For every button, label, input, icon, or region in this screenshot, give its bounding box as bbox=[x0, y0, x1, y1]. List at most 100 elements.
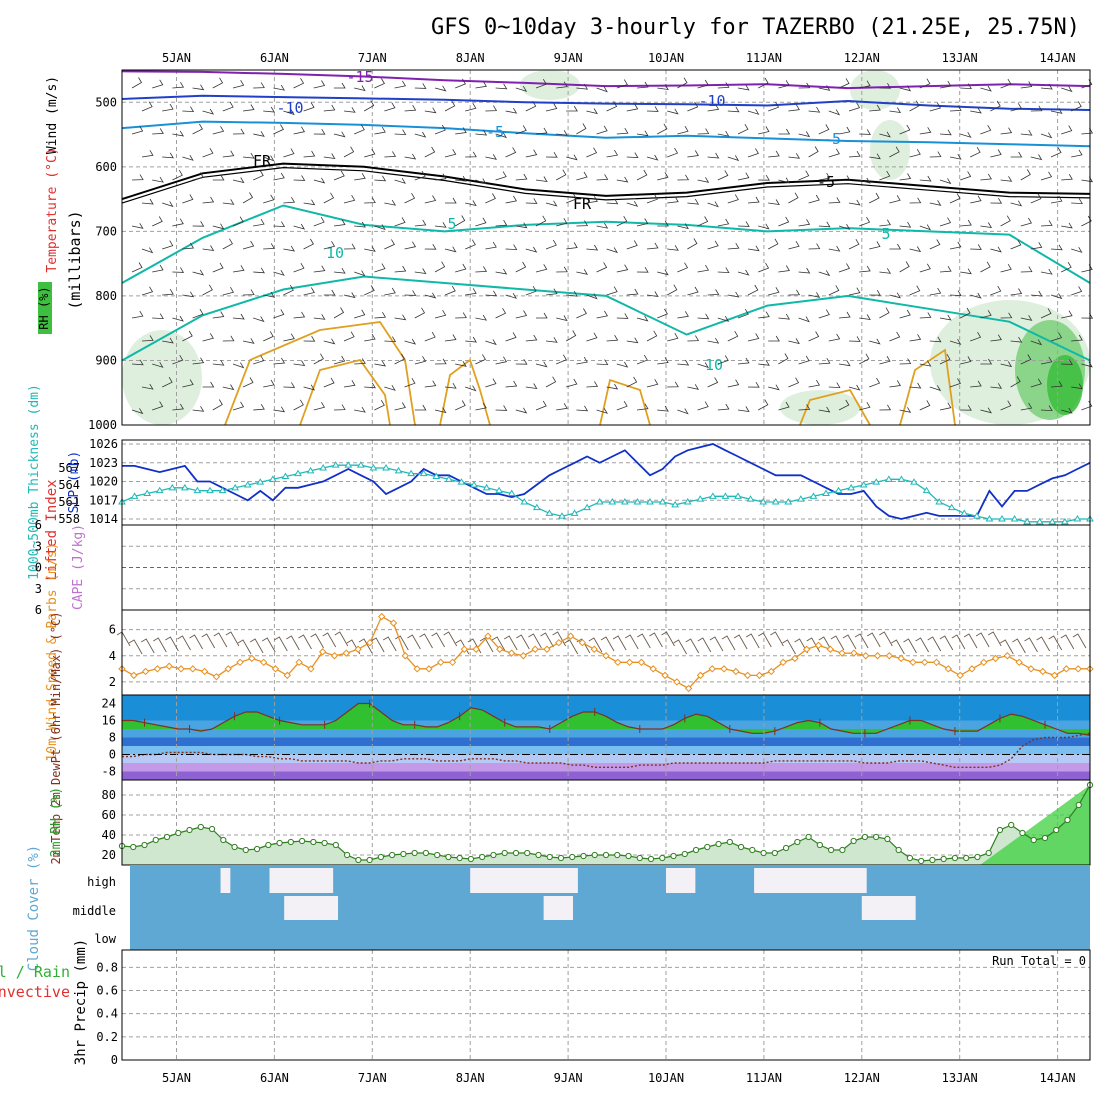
wind-barb bbox=[859, 402, 871, 411]
wind-barb bbox=[717, 403, 730, 411]
rh-point bbox=[456, 854, 463, 862]
bottom-day-label: 12JAN bbox=[844, 1071, 880, 1085]
wind-barb bbox=[1050, 244, 1063, 251]
wind-barb bbox=[1010, 103, 1022, 112]
wind-barb bbox=[515, 222, 528, 229]
wind-barb bbox=[545, 200, 558, 207]
wind-barb bbox=[990, 285, 1002, 296]
wind-barb bbox=[192, 220, 205, 227]
wind-barb bbox=[869, 338, 881, 345]
wind-barb bbox=[475, 314, 488, 321]
wind-barb bbox=[192, 269, 205, 276]
wind10m-barb bbox=[358, 638, 373, 654]
wind-barb bbox=[394, 177, 406, 184]
wind10m-point bbox=[909, 658, 917, 667]
wind10m-barb bbox=[237, 639, 252, 655]
wind-barb bbox=[697, 177, 710, 183]
wind-barb bbox=[697, 313, 710, 320]
wind-barb bbox=[717, 82, 730, 89]
thickness-point bbox=[583, 503, 592, 511]
wind-barb bbox=[434, 222, 447, 228]
wind-barb bbox=[162, 103, 174, 112]
wind-barb bbox=[1000, 400, 1012, 411]
wind10m-point bbox=[130, 671, 138, 680]
rh-point bbox=[805, 833, 812, 841]
wind-barb bbox=[1061, 222, 1073, 229]
wind-barb bbox=[232, 265, 245, 273]
wind-barb bbox=[162, 376, 173, 388]
wind-barb bbox=[212, 126, 225, 135]
contour-label: -10 bbox=[698, 92, 725, 110]
wind-barb bbox=[980, 173, 992, 181]
wind10m-barb bbox=[213, 632, 228, 648]
thickness-point bbox=[1010, 515, 1019, 522]
wind-barb bbox=[131, 223, 144, 229]
wind-barb bbox=[859, 80, 871, 89]
wind-barb bbox=[687, 335, 700, 342]
wind-barb bbox=[667, 284, 678, 296]
wind-barb bbox=[576, 405, 589, 412]
wind-barb bbox=[162, 288, 174, 296]
wind-barb bbox=[1050, 195, 1063, 204]
wind10m-barb bbox=[612, 635, 627, 651]
wind-barb bbox=[455, 78, 466, 89]
wind-barb bbox=[758, 360, 770, 366]
wind-barb bbox=[970, 244, 982, 250]
wind-barb bbox=[404, 104, 417, 112]
wind-barb bbox=[313, 401, 326, 411]
wind10m-point bbox=[330, 652, 339, 660]
wind10m-point bbox=[921, 658, 929, 667]
bottom-day-label: 8JAN bbox=[456, 1071, 485, 1085]
wind-barb bbox=[566, 290, 578, 297]
wind-barb bbox=[455, 361, 467, 367]
wind-barb bbox=[525, 246, 538, 253]
contour-label: 5 bbox=[447, 215, 456, 233]
wind-barb bbox=[293, 399, 304, 411]
rh-point bbox=[704, 843, 711, 851]
wind10m-point bbox=[1062, 665, 1071, 673]
wind-barb bbox=[202, 147, 214, 158]
stability-tick-label: 3 bbox=[35, 539, 42, 553]
wind-barb bbox=[242, 192, 254, 204]
wind-barb bbox=[434, 124, 446, 135]
wind-barb bbox=[1071, 101, 1082, 112]
ylabel-cloud: Cloud Cover (%) bbox=[26, 845, 42, 971]
wind-barb bbox=[313, 80, 326, 89]
wind-barb bbox=[889, 195, 901, 204]
wind-barb bbox=[354, 358, 366, 365]
thickness-tick-label: 558 bbox=[58, 512, 80, 526]
wind-barb bbox=[758, 399, 769, 411]
rh-point bbox=[1053, 826, 1060, 834]
wind10m-barb bbox=[552, 631, 566, 647]
wind10m-barb bbox=[915, 637, 929, 653]
wind-barb bbox=[455, 127, 467, 135]
wind-barb bbox=[182, 106, 195, 113]
wind-barb bbox=[394, 80, 407, 89]
rh-point bbox=[152, 836, 159, 844]
wind-barb bbox=[444, 246, 457, 253]
wind-barb bbox=[505, 147, 517, 158]
wind-barb bbox=[535, 176, 548, 183]
wind-barb bbox=[677, 77, 688, 89]
wind10m-point bbox=[578, 638, 587, 647]
wind-barb bbox=[253, 218, 265, 227]
thickness-point bbox=[708, 492, 717, 499]
wind-barb bbox=[737, 406, 750, 413]
wind10m-barb bbox=[661, 631, 675, 647]
slp-tick-label: 1020 bbox=[89, 475, 118, 489]
wind-barb bbox=[626, 337, 639, 344]
wind-barb bbox=[586, 244, 599, 251]
wind10m-point bbox=[259, 658, 268, 667]
wind10m-barb bbox=[334, 631, 349, 647]
wind10m-barb bbox=[1048, 635, 1063, 651]
wind-barb bbox=[444, 334, 457, 342]
ylabel-wind10m: 10m Wind Speed & Barbs (m/s) bbox=[45, 542, 60, 761]
wind-barb bbox=[556, 354, 567, 365]
contour-label: -5 bbox=[823, 130, 841, 148]
wind10m-point bbox=[200, 667, 209, 676]
wind-barb bbox=[929, 200, 942, 206]
wind10m-point bbox=[448, 658, 457, 667]
wind-barb bbox=[525, 198, 538, 204]
wind-barb bbox=[182, 379, 194, 388]
wind-barb bbox=[687, 238, 698, 250]
